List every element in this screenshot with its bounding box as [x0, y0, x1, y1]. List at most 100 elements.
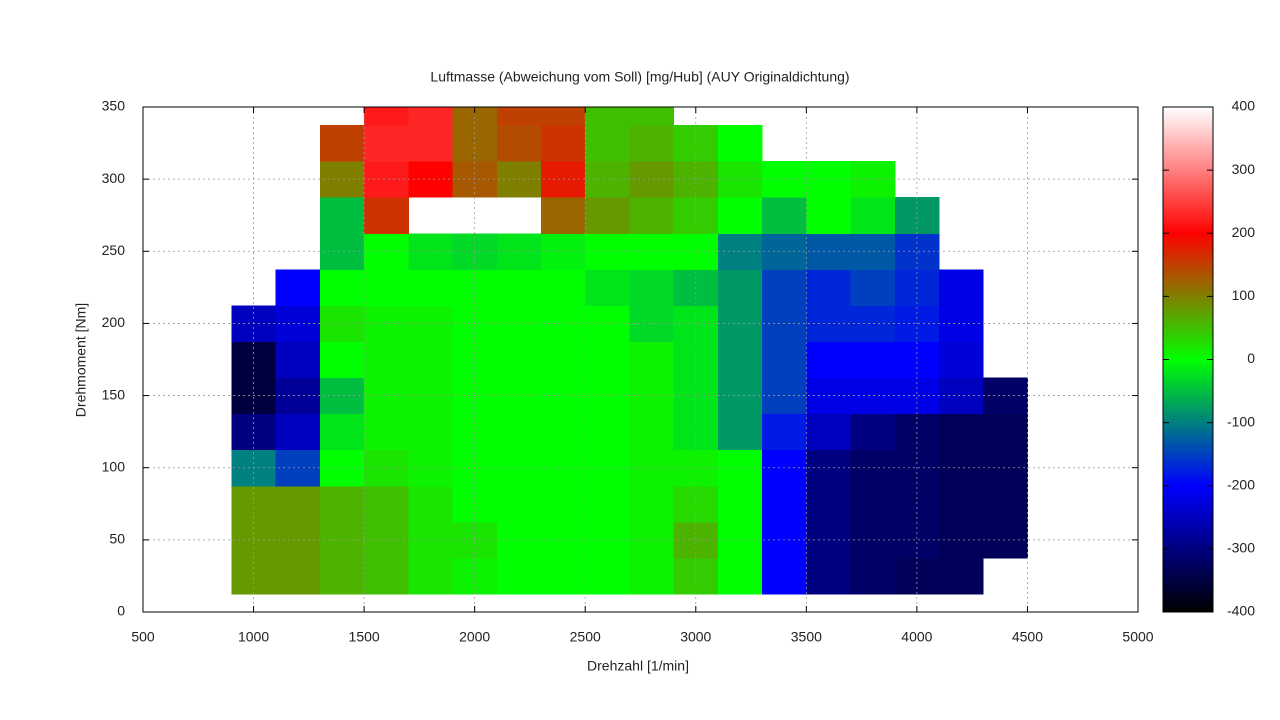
- heatmap-cell: [717, 485, 763, 523]
- heatmap-cell: [939, 521, 984, 559]
- heatmap-cell: [585, 197, 630, 234]
- heatmap-cell: [806, 197, 852, 234]
- heatmap-cell: [364, 233, 409, 270]
- x-tick-label: 4500: [1012, 629, 1043, 645]
- heatmap-cell: [806, 485, 852, 523]
- heatmap-cell: [452, 107, 498, 126]
- heatmap-cell: [585, 485, 630, 523]
- heatmap-cell: [541, 341, 586, 379]
- heatmap-cell: [496, 125, 542, 162]
- heatmap-cell: [983, 521, 1028, 559]
- heatmap-cell: [717, 377, 763, 415]
- heatmap-cell: [629, 125, 675, 162]
- heatmap-cell: [983, 413, 1028, 451]
- heatmap-cell: [364, 521, 409, 559]
- y-tick-label: 250: [102, 242, 126, 258]
- heatmap-cell: [319, 305, 365, 342]
- heatmap-cell: [629, 269, 675, 306]
- heatmap-cell: [762, 557, 807, 595]
- heatmap-cell: [364, 125, 409, 162]
- heatmap-cell: [629, 521, 675, 559]
- heatmap-cell: [364, 197, 409, 234]
- heatmap-cell: [319, 449, 365, 487]
- x-tick-label: 2500: [570, 629, 601, 645]
- x-tick-label: 3000: [680, 629, 711, 645]
- heatmap-cell: [541, 197, 586, 234]
- colorbar-tick-label: -200: [1227, 476, 1255, 492]
- heatmap-cell: [717, 449, 763, 487]
- heatmap-cell: [629, 341, 675, 379]
- heatmap-cell: [231, 485, 277, 523]
- y-tick-label: 150: [102, 386, 126, 402]
- heatmap-cell: [806, 413, 852, 451]
- heatmap-cell: [629, 485, 675, 523]
- heatmap-cell: [275, 341, 321, 379]
- heatmap-cell: [717, 197, 763, 234]
- heatmap-cell: [585, 305, 630, 342]
- plot-border: [142, 106, 1139, 613]
- heatmap-cell: [496, 485, 542, 523]
- heatmap-cell: [717, 269, 763, 306]
- heatmap-cell: [983, 377, 1028, 415]
- heatmap-cell: [541, 557, 586, 595]
- heatmap-cell: [585, 233, 630, 270]
- x-tick-label: 1000: [238, 629, 269, 645]
- heatmap-cell: [319, 233, 365, 270]
- heatmap-cell: [541, 485, 586, 523]
- heatmap-cell: [275, 485, 321, 523]
- heatmap-cell: [496, 413, 542, 451]
- y-tick-label: 350: [102, 98, 126, 114]
- colorbar-tick-label: 400: [1232, 98, 1256, 114]
- heatmap-cell: [585, 557, 630, 595]
- heatmap-cell: [319, 161, 365, 198]
- y-axis-label: Drehmoment [Nm]: [73, 303, 89, 417]
- heatmap-cell: [629, 305, 675, 342]
- heatmap-cell: [850, 341, 896, 379]
- heatmap-cell: [541, 413, 586, 451]
- heatmap-cell: [939, 557, 984, 595]
- heatmap-cell: [894, 485, 940, 523]
- heatmap-cell: [275, 269, 321, 306]
- heatmap-cell: [408, 485, 454, 523]
- heatmap-cell: [806, 341, 852, 379]
- y-tick-label: 50: [109, 531, 125, 547]
- x-tick-label: 1500: [349, 629, 380, 645]
- heatmap-cell: [585, 521, 630, 559]
- x-tick-label: 5000: [1122, 629, 1153, 645]
- heatmap-cell: [585, 413, 630, 451]
- heatmap-cell: [629, 449, 675, 487]
- heatmap-cell: [496, 269, 542, 306]
- heatmap-cell: [364, 161, 409, 198]
- heatmap-cell: [496, 557, 542, 595]
- colorbar-tick-label: -300: [1227, 540, 1255, 556]
- heatmap-cell: [585, 107, 630, 126]
- heatmap-cell: [496, 341, 542, 379]
- heatmap-cell: [762, 197, 807, 234]
- heatmap-cell: [319, 485, 365, 523]
- heatmap-cells: [231, 107, 1028, 595]
- heatmap-cell: [629, 377, 675, 415]
- heatmap-cell: [408, 521, 454, 559]
- heatmap-cell: [364, 377, 409, 415]
- heatmap-cell: [806, 269, 852, 306]
- heatmap-cell: [983, 485, 1028, 523]
- colorbar-tick-label: 200: [1232, 224, 1256, 240]
- heatmap-cell: [319, 413, 365, 451]
- heatmap-cell: [364, 305, 409, 342]
- heatmap-cell: [408, 305, 454, 342]
- heatmap-cell: [629, 557, 675, 595]
- heatmap-cell: [408, 269, 454, 306]
- heatmap-cell: [364, 341, 409, 379]
- heatmap-cell: [541, 107, 586, 126]
- heatmap-cell: [939, 377, 984, 415]
- heatmap-cell: [629, 107, 675, 126]
- heatmap-cell: [408, 107, 454, 126]
- heatmap-cell: [939, 449, 984, 487]
- heatmap-cell: [541, 269, 586, 306]
- y-tick-label: 200: [102, 314, 126, 330]
- heatmap-cell: [585, 341, 630, 379]
- heatmap-cell: [762, 485, 807, 523]
- heatmap-cell: [408, 557, 454, 595]
- heatmap-cell: [319, 269, 365, 306]
